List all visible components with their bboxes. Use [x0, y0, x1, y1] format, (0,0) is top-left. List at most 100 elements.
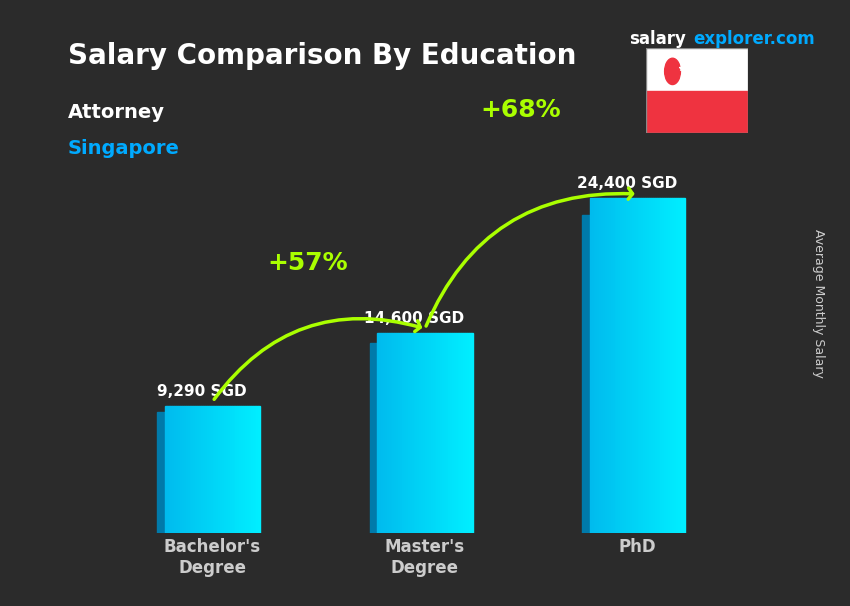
- Bar: [201, 405, 203, 533]
- Bar: [643, 198, 645, 533]
- Bar: [448, 333, 450, 533]
- Bar: [370, 343, 377, 533]
- Bar: [456, 333, 457, 533]
- Text: 9,290 SGD: 9,290 SGD: [157, 384, 246, 399]
- Bar: [683, 198, 685, 533]
- Bar: [212, 405, 214, 533]
- Bar: [674, 198, 676, 533]
- Bar: [246, 405, 249, 533]
- Bar: [656, 198, 659, 533]
- Text: 14,600 SGD: 14,600 SGD: [365, 311, 464, 326]
- Circle shape: [665, 58, 680, 85]
- Bar: [618, 198, 620, 533]
- Bar: [226, 405, 228, 533]
- Bar: [423, 333, 425, 533]
- Bar: [433, 333, 434, 533]
- Bar: [604, 198, 605, 533]
- Bar: [406, 333, 408, 533]
- Bar: [676, 198, 677, 533]
- Bar: [607, 198, 609, 533]
- Bar: [595, 198, 598, 533]
- Bar: [388, 333, 391, 533]
- Bar: [400, 333, 402, 533]
- Text: +57%: +57%: [268, 251, 348, 275]
- Bar: [168, 405, 170, 533]
- Bar: [590, 198, 592, 533]
- Bar: [173, 405, 174, 533]
- Bar: [237, 405, 240, 533]
- Bar: [633, 198, 636, 533]
- Bar: [391, 333, 393, 533]
- Bar: [645, 198, 647, 533]
- Text: +68%: +68%: [480, 98, 561, 122]
- Bar: [228, 405, 230, 533]
- Bar: [431, 333, 433, 533]
- Bar: [646, 48, 748, 91]
- Bar: [582, 215, 590, 533]
- Bar: [216, 405, 218, 533]
- Bar: [408, 333, 410, 533]
- Bar: [252, 405, 255, 533]
- Bar: [651, 198, 653, 533]
- Bar: [664, 198, 666, 533]
- Bar: [410, 333, 411, 533]
- Bar: [605, 198, 607, 533]
- Bar: [649, 198, 651, 533]
- Bar: [666, 198, 668, 533]
- Bar: [209, 405, 211, 533]
- Bar: [429, 333, 431, 533]
- Bar: [411, 333, 413, 533]
- Bar: [205, 405, 207, 533]
- Bar: [440, 333, 442, 533]
- Bar: [662, 198, 664, 533]
- Bar: [184, 405, 185, 533]
- Bar: [654, 198, 656, 533]
- Bar: [393, 333, 394, 533]
- Bar: [235, 405, 237, 533]
- Bar: [387, 333, 388, 533]
- Bar: [668, 198, 670, 533]
- Bar: [425, 333, 427, 533]
- Bar: [610, 198, 613, 533]
- Bar: [677, 198, 680, 533]
- Bar: [442, 333, 444, 533]
- Bar: [385, 333, 387, 533]
- Bar: [203, 405, 205, 533]
- Bar: [241, 405, 243, 533]
- Bar: [417, 333, 419, 533]
- Bar: [462, 333, 463, 533]
- Bar: [615, 198, 616, 533]
- Bar: [258, 405, 260, 533]
- Bar: [214, 405, 216, 533]
- Bar: [446, 333, 448, 533]
- Bar: [170, 405, 173, 533]
- Bar: [249, 405, 251, 533]
- Bar: [682, 198, 683, 533]
- Bar: [434, 333, 437, 533]
- Bar: [180, 405, 182, 533]
- Bar: [243, 405, 245, 533]
- Bar: [413, 333, 416, 533]
- Bar: [454, 333, 456, 533]
- Bar: [185, 405, 188, 533]
- Bar: [251, 405, 252, 533]
- Bar: [450, 333, 452, 533]
- Bar: [197, 405, 199, 533]
- Bar: [646, 91, 748, 133]
- Bar: [165, 405, 167, 533]
- Bar: [222, 405, 224, 533]
- Bar: [188, 405, 190, 533]
- Bar: [218, 405, 220, 533]
- Bar: [230, 405, 231, 533]
- Bar: [647, 198, 649, 533]
- Bar: [444, 333, 446, 533]
- Bar: [191, 405, 193, 533]
- Bar: [167, 405, 168, 533]
- Bar: [659, 198, 660, 533]
- Bar: [193, 405, 196, 533]
- Bar: [672, 198, 674, 533]
- Bar: [622, 198, 624, 533]
- Bar: [457, 333, 459, 533]
- Bar: [382, 333, 385, 533]
- Bar: [224, 405, 226, 533]
